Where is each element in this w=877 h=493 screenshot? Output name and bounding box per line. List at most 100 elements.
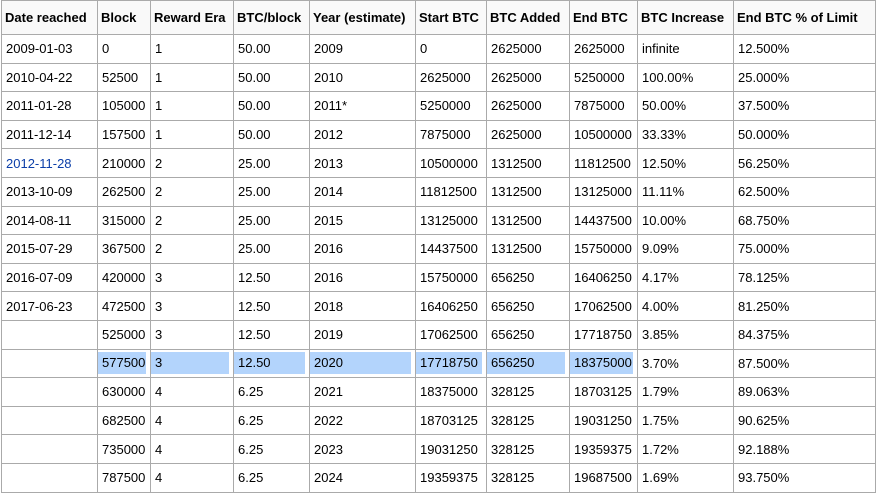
table-cell: 1.72%	[637, 434, 734, 464]
table-cell: 2024	[309, 462, 416, 493]
selected-text: 656250	[487, 352, 565, 375]
table-cell: 18703125	[569, 377, 638, 407]
table-cell: 2014	[309, 176, 416, 207]
table-cell: 630000	[97, 377, 151, 407]
table-cell: 19031250	[415, 434, 487, 464]
table-cell: 328125	[486, 462, 570, 493]
table-cell: 25.00	[233, 234, 310, 264]
table-cell: 2	[150, 176, 234, 207]
table-row: 2017-06-23 472500 3 12.50 2018 16406250 656250…	[1, 291, 876, 321]
table-cell: 2021	[309, 377, 416, 407]
table-cell: 328125	[486, 405, 570, 436]
table-cell: 656250	[486, 291, 570, 321]
table-cell: 19031250	[569, 405, 638, 436]
table-row: 2011-12-14 157500 1 50.00 2012 7875000 2625000…	[1, 119, 876, 150]
table-cell: 525000	[97, 319, 151, 350]
table-cell: 2625000	[486, 91, 570, 121]
table-cell	[1, 348, 98, 379]
table-cell: 2017-06-23	[1, 291, 98, 321]
table-cell: 81.250%	[733, 291, 876, 321]
table-cell: infinite	[637, 34, 734, 64]
table-cell: 2013	[309, 148, 416, 178]
table-cell: 12.50	[233, 262, 310, 293]
table-cell: 2010-04-22	[1, 62, 98, 93]
selected-text: 12.50	[234, 352, 305, 375]
table-cell: 11812500	[569, 148, 638, 178]
table-cell: 2625000	[486, 34, 570, 64]
table-cell: 0	[415, 34, 487, 64]
table-cell: 16406250	[415, 291, 487, 321]
table-row: 2011-01-28 105000 1 50.00 2011* 5250000 262500…	[1, 91, 876, 121]
table-cell: 367500	[97, 234, 151, 264]
table-row: 525000 3 12.50 2019 17062500 656250 17718750 3.…	[1, 319, 876, 350]
table-head: Date reached Block Reward Era BTC/block Year…	[1, 0, 876, 35]
table-cell: 328125	[486, 377, 570, 407]
table-cell: 656250	[486, 262, 570, 293]
table-cell: 19359375	[569, 434, 638, 464]
table-cell: 0	[97, 34, 151, 64]
table-cell: 93.750%	[733, 462, 876, 493]
column-header: End BTC % of Limit	[733, 0, 876, 35]
table-cell: 13125000	[415, 205, 487, 236]
table-cell: 328125	[486, 434, 570, 464]
table-cell: 16406250	[569, 262, 638, 293]
table-cell: 19687500	[569, 462, 638, 493]
table-cell: 2009	[309, 34, 416, 64]
table-cell: 12.50%	[637, 148, 734, 178]
column-header: Reward Era	[150, 0, 234, 35]
table-row: 787500 4 6.25 2024 19359375 328125 19687500 1.6…	[1, 462, 876, 493]
selected-text: 18375000	[570, 352, 633, 375]
table-cell: 6.25	[233, 405, 310, 436]
table-cell: 1312500	[486, 234, 570, 264]
table-cell: 3	[150, 348, 234, 379]
table-cell: 2625000	[569, 34, 638, 64]
table-cell: 14437500	[569, 205, 638, 236]
table-cell: 7875000	[569, 91, 638, 121]
table-cell: 6.25	[233, 434, 310, 464]
table-cell: 18375000	[415, 377, 487, 407]
table-cell: 2	[150, 148, 234, 178]
column-header: BTC Increase	[637, 0, 734, 35]
table-cell: 2013-10-09	[1, 176, 98, 207]
table-cell[interactable]: 2012-11-28	[1, 148, 98, 178]
table-cell: 14437500	[415, 234, 487, 264]
table-cell: 25.00	[233, 205, 310, 236]
column-header: BTC Added	[486, 0, 570, 35]
table-cell: 11.11%	[637, 176, 734, 207]
column-header: BTC/block	[233, 0, 310, 35]
table-cell	[1, 434, 98, 464]
table-cell	[1, 319, 98, 350]
table-cell: 12.50	[233, 348, 310, 379]
table-cell: 62.500%	[733, 176, 876, 207]
table-cell: 1	[150, 119, 234, 150]
table-cell: 50.00	[233, 34, 310, 64]
table-cell: 84.375%	[733, 319, 876, 350]
table-cell: 4.17%	[637, 262, 734, 293]
table-cell: 2011-12-14	[1, 119, 98, 150]
table-row: 682500 4 6.25 2022 18703125 328125 19031250 1.7…	[1, 405, 876, 436]
table-cell: 10500000	[415, 148, 487, 178]
selected-text: 3	[151, 352, 229, 375]
table-cell: 15750000	[415, 262, 487, 293]
table-cell: 56.250%	[733, 148, 876, 178]
table-cell: 17062500	[569, 291, 638, 321]
table-cell: 472500	[97, 291, 151, 321]
table-cell: 787500	[97, 462, 151, 493]
table-cell: 2015-07-29	[1, 234, 98, 264]
table-cell: 3.85%	[637, 319, 734, 350]
table-cell: 17062500	[415, 319, 487, 350]
table-row: 2013-10-09 262500 2 25.00 2014 11812500 131250…	[1, 176, 876, 207]
table-cell: 6.25	[233, 377, 310, 407]
table-cell: 33.33%	[637, 119, 734, 150]
table-row: 2014-08-11 315000 2 25.00 2015 13125000 131250…	[1, 205, 876, 236]
table-cell: 4	[150, 377, 234, 407]
table-cell: 68.750%	[733, 205, 876, 236]
table-cell: 2011-01-28	[1, 91, 98, 121]
table-cell: 15750000	[569, 234, 638, 264]
table-cell: 210000	[97, 148, 151, 178]
table-cell: 37.500%	[733, 91, 876, 121]
table-cell: 157500	[97, 119, 151, 150]
table-cell: 4.00%	[637, 291, 734, 321]
table-cell: 1	[150, 62, 234, 93]
